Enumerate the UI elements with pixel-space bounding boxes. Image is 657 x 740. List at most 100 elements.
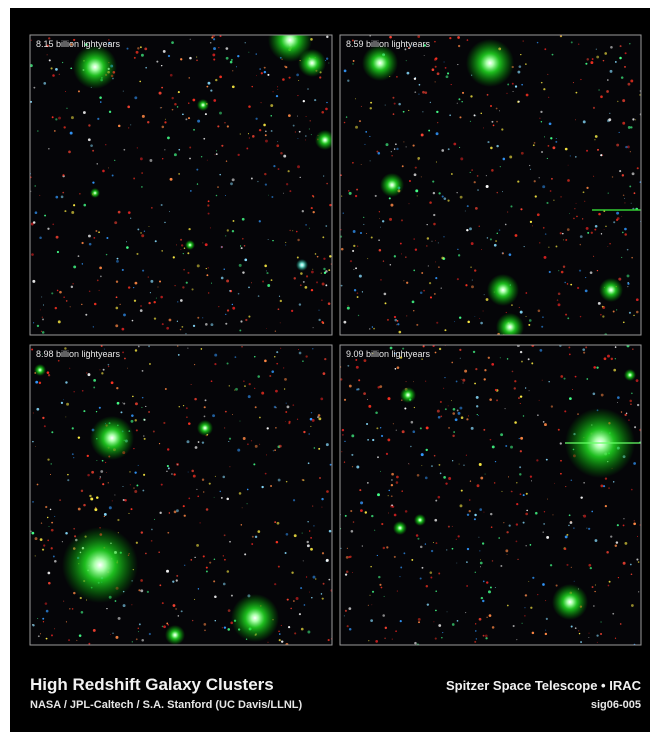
star xyxy=(562,265,566,268)
star xyxy=(110,633,111,635)
star xyxy=(506,92,508,95)
star xyxy=(543,522,546,525)
star xyxy=(276,86,279,88)
star xyxy=(312,505,314,507)
star xyxy=(622,99,626,103)
star xyxy=(607,79,609,81)
star xyxy=(429,296,433,299)
star xyxy=(380,470,381,472)
star xyxy=(450,84,452,86)
star xyxy=(41,296,43,298)
star xyxy=(55,67,58,71)
star xyxy=(244,385,246,388)
star xyxy=(370,619,373,623)
star xyxy=(469,499,471,501)
star xyxy=(622,524,625,527)
star xyxy=(309,120,311,122)
star xyxy=(543,88,546,91)
star xyxy=(327,302,331,305)
star xyxy=(328,529,332,533)
star xyxy=(99,478,101,480)
star xyxy=(77,255,80,258)
star xyxy=(560,375,564,378)
star xyxy=(600,95,603,99)
star xyxy=(607,584,610,587)
star xyxy=(99,101,102,103)
star xyxy=(578,269,582,272)
star xyxy=(232,306,236,310)
star xyxy=(566,228,570,231)
star xyxy=(536,213,540,217)
star xyxy=(309,417,313,421)
star xyxy=(547,498,548,500)
star xyxy=(413,269,416,272)
star xyxy=(487,356,490,359)
star xyxy=(182,405,185,407)
star xyxy=(142,269,145,272)
star xyxy=(591,586,594,589)
star xyxy=(340,247,344,251)
star xyxy=(73,38,76,42)
bright-source xyxy=(197,99,209,111)
star xyxy=(570,283,573,286)
panel-label: 8.15 billion lightyears xyxy=(36,39,121,49)
star xyxy=(310,288,314,292)
star xyxy=(277,141,279,143)
star xyxy=(428,282,432,285)
star xyxy=(242,437,246,440)
star xyxy=(110,381,114,385)
star xyxy=(596,634,599,637)
star xyxy=(210,323,214,327)
star xyxy=(69,306,71,308)
star xyxy=(520,151,524,155)
star xyxy=(600,621,602,623)
star xyxy=(133,56,136,59)
star xyxy=(262,280,265,283)
star xyxy=(476,175,479,177)
star xyxy=(64,347,67,350)
star xyxy=(305,139,307,141)
star xyxy=(384,637,386,640)
star xyxy=(372,438,375,442)
star xyxy=(100,470,104,473)
star xyxy=(494,388,498,392)
star xyxy=(133,487,135,489)
star xyxy=(482,580,485,583)
star xyxy=(542,226,545,229)
star xyxy=(98,289,100,291)
star xyxy=(134,281,138,285)
star xyxy=(312,196,315,198)
star xyxy=(519,473,522,476)
star xyxy=(447,525,450,528)
star xyxy=(352,63,354,65)
bright-source xyxy=(315,130,332,150)
star xyxy=(570,41,573,44)
star xyxy=(312,210,315,214)
star xyxy=(176,320,179,322)
star xyxy=(77,507,81,511)
star xyxy=(423,54,425,56)
star xyxy=(413,381,414,383)
star xyxy=(351,453,354,456)
star xyxy=(215,78,218,82)
star xyxy=(347,304,349,306)
star xyxy=(539,117,541,119)
star xyxy=(326,35,329,39)
star xyxy=(526,509,528,512)
star xyxy=(406,71,410,75)
star xyxy=(550,405,554,408)
star xyxy=(274,449,276,451)
star xyxy=(414,641,417,645)
star xyxy=(128,127,130,129)
star xyxy=(456,192,458,194)
star xyxy=(286,598,289,601)
star xyxy=(586,149,589,152)
star xyxy=(555,584,558,587)
star xyxy=(447,405,449,407)
star xyxy=(389,35,392,39)
caption-id: sig06-005 xyxy=(591,699,641,711)
star xyxy=(471,285,474,289)
star xyxy=(161,602,164,605)
star xyxy=(46,54,48,56)
star xyxy=(270,115,273,117)
